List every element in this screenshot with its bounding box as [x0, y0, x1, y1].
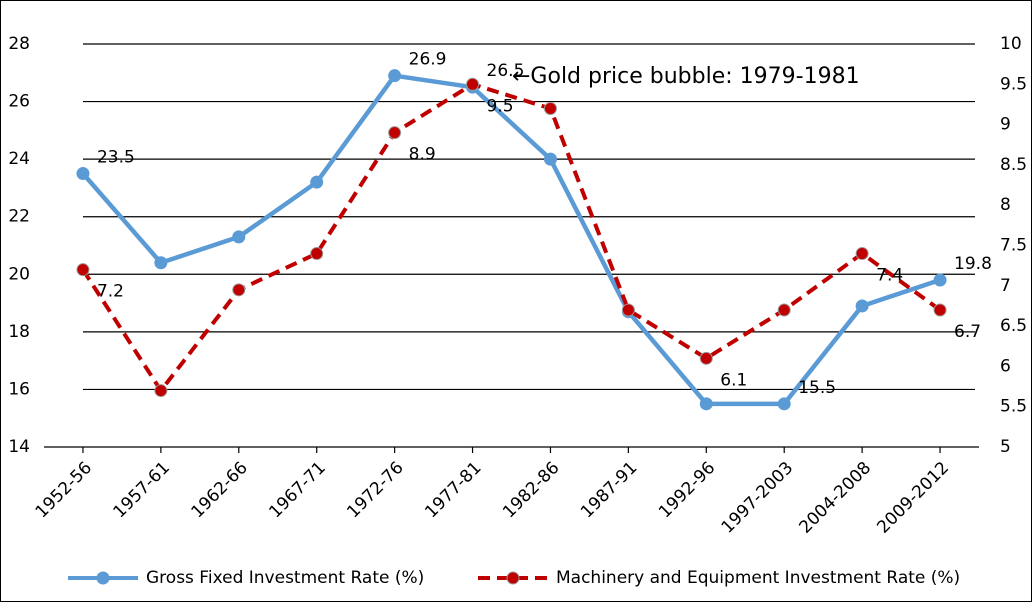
point [154, 384, 168, 398]
data-label: 7.2 [97, 282, 124, 302]
point [933, 303, 947, 317]
point [699, 397, 713, 411]
data-label: 7.4 [876, 266, 903, 286]
point [232, 283, 246, 297]
point [777, 303, 791, 317]
point [699, 351, 713, 365]
y-tick-label: 18 [8, 322, 30, 342]
y-tick-label: 28 [8, 34, 30, 54]
data-label: 26.9 [409, 50, 447, 70]
point [232, 230, 246, 244]
y2-tick-label: 7 [1000, 276, 1011, 296]
point [621, 303, 635, 317]
legend-label: Machinery and Equipment Investment Rate … [556, 568, 960, 588]
y2-tick-label: 5 [1000, 437, 1011, 457]
y2-tick-label: 8 [1000, 195, 1011, 215]
y2-tick-label: 9.5 [1000, 74, 1027, 94]
y-tick-label: 24 [8, 149, 30, 169]
y2-tick-label: 6 [1000, 356, 1011, 376]
legend-label: Gross Fixed Investment Rate (%) [146, 568, 424, 588]
point [777, 397, 791, 411]
data-label: 15.5 [798, 378, 836, 398]
point [933, 273, 947, 287]
y2-tick-label: 10 [1000, 34, 1022, 54]
y2-tick-label: 6.5 [1000, 316, 1027, 336]
y-tick-label: 22 [8, 207, 30, 227]
data-label: 9.5 [487, 96, 514, 116]
point [855, 247, 869, 261]
data-label: 19.8 [954, 254, 992, 274]
data-label: 8.9 [409, 145, 436, 165]
y-tick-label: 16 [8, 379, 30, 399]
legend-marker [96, 571, 110, 585]
y-tick-label: 26 [8, 92, 30, 112]
data-label: 23.5 [97, 148, 135, 168]
point [310, 175, 324, 189]
series-line [81, 73, 941, 407]
data-label: 6.1 [720, 370, 747, 390]
y2-tick-label: 5.5 [1000, 397, 1027, 417]
y-tick-label: 20 [8, 264, 30, 284]
point [310, 247, 324, 261]
y2-tick-label: 8.5 [1000, 155, 1027, 175]
legend-marker [506, 571, 520, 585]
y2-tick-label: 9 [1000, 115, 1011, 135]
y-tick-label: 14 [8, 437, 30, 457]
annotation: ←Gold price bubble: 1979-1981 [512, 64, 860, 89]
point [76, 167, 90, 181]
point [855, 299, 869, 313]
point [543, 101, 557, 115]
data-label: 26.5 [487, 61, 525, 81]
point [388, 126, 402, 140]
point [543, 152, 557, 166]
point [76, 263, 90, 277]
y2-tick-label: 7.5 [1000, 236, 1027, 256]
point [388, 69, 402, 83]
point [466, 77, 480, 91]
data-label: 6.7 [954, 322, 981, 342]
point [154, 256, 168, 270]
series-line [81, 82, 942, 393]
